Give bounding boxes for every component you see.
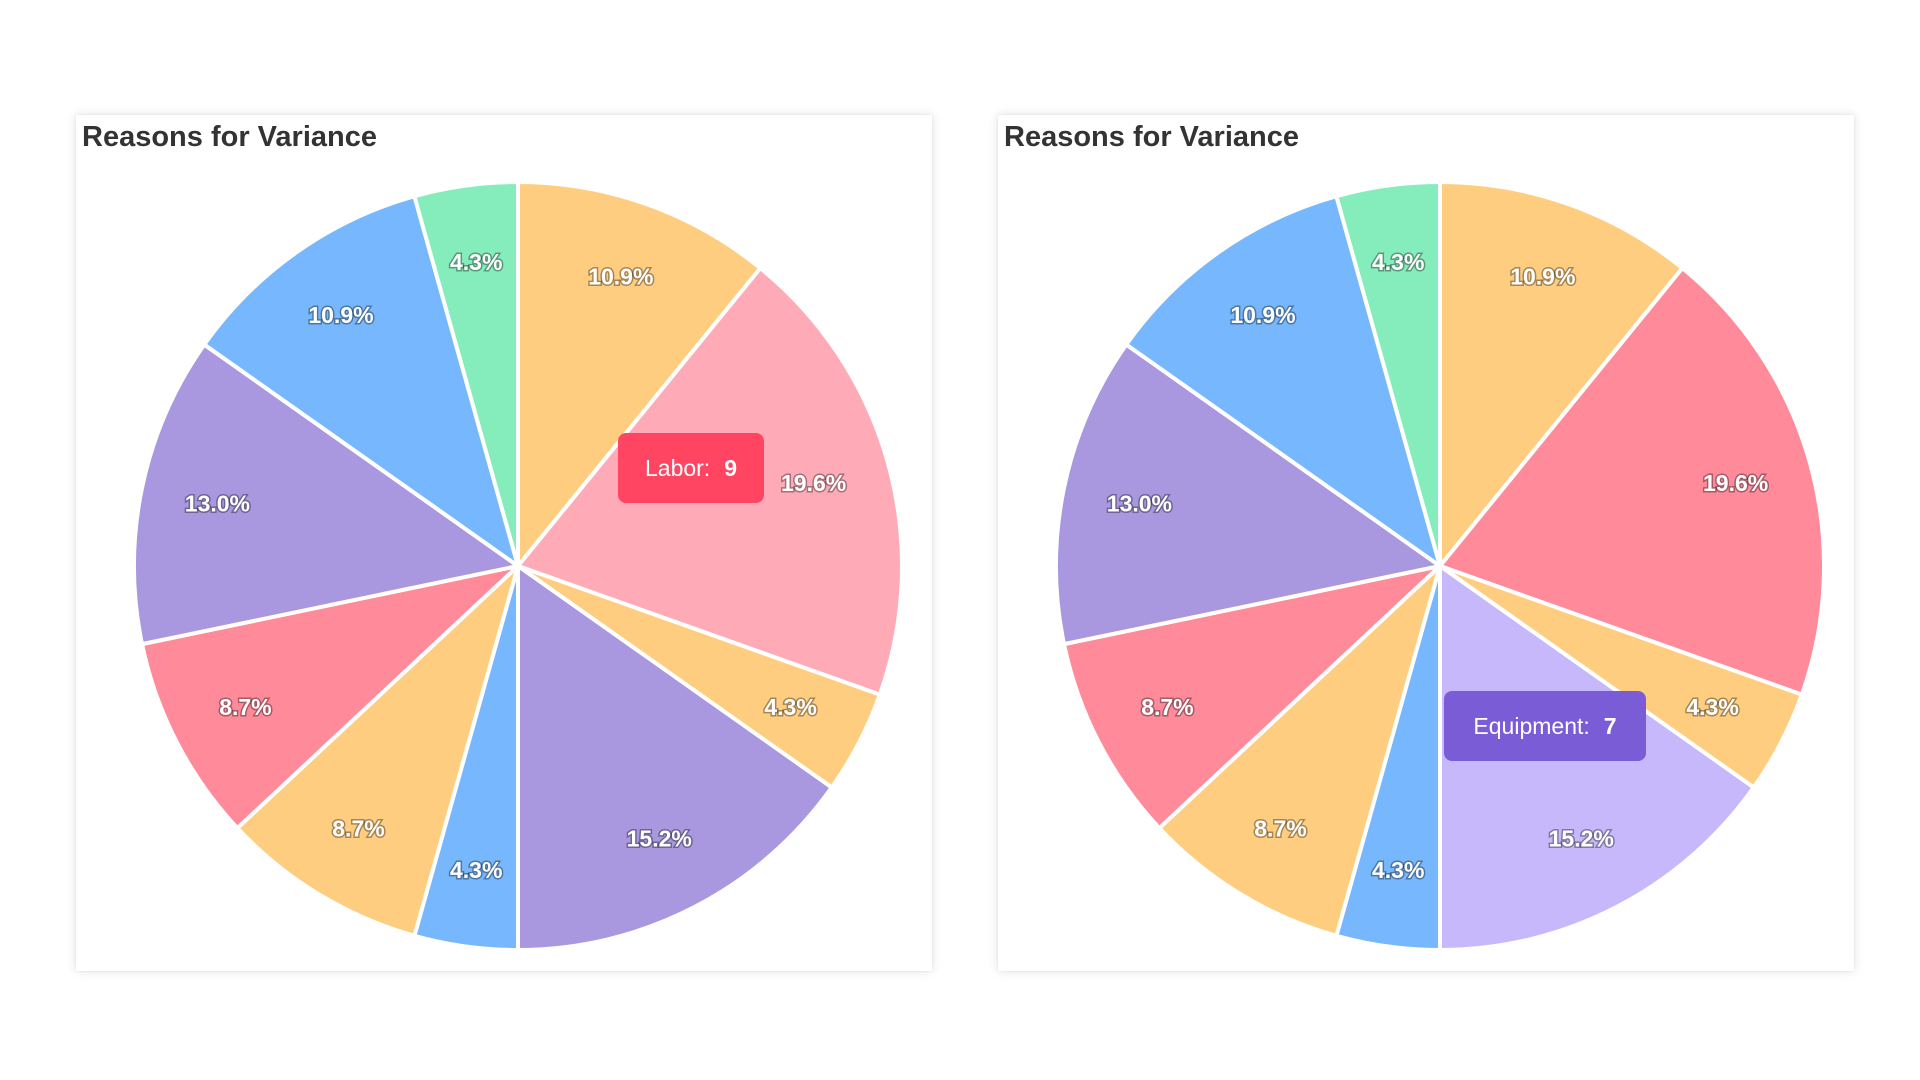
slice-percent-label: 4.3% [450,249,502,275]
slice-percent-label: 10.9% [588,264,653,290]
pie-slice[interactable] [1438,180,1685,568]
slice-percent-label: 10.9% [1230,302,1295,328]
slice-percent-label: 8.7% [332,815,384,841]
pie-slice[interactable] [1438,266,1826,697]
pie-slice[interactable] [235,564,520,938]
tooltip-value: 7 [1603,712,1617,739]
slice-percent-label: 8.7% [219,694,271,720]
slice-percent-label: 8.7% [1254,815,1306,841]
slice-percent-label: 4.3% [1372,249,1424,275]
pie-slice[interactable] [1054,342,1442,647]
pie-slice[interactable] [1157,564,1442,938]
pie-slice[interactable] [1062,564,1442,831]
slice-percent-label: 4.3% [450,857,502,883]
pie-slice[interactable] [140,564,520,831]
slice-percent-label: 13.0% [185,491,250,517]
chart-title: Reasons for Variance [82,121,377,153]
pie-slice[interactable] [1334,180,1442,568]
slice-percent-label: 4.3% [1686,694,1738,720]
tooltip-value: 9 [724,454,737,481]
chart-title: Reasons for Variance [1004,121,1299,153]
slice-percent-label: 19.6% [1703,470,1768,496]
pie-slice[interactable] [412,180,520,568]
slice-tooltip: Equipment: 7 [1444,691,1646,761]
slice-percent-label: 10.9% [308,302,373,328]
slice-percent-label: 10.9% [1510,264,1575,290]
pie-slice[interactable] [516,180,763,568]
pie-chart-card-right: Reasons for Variance 10.9% 19.6% 4.3% 15.2%… [998,115,1854,971]
slice-percent-label: 15.2% [627,826,692,852]
pie-chart-card-left: Reasons for Variance 10.9% 19.6% 4.3% 15.2%… [76,115,932,971]
slice-percent-label: 13.0% [1107,491,1172,517]
slice-percent-label: 8.7% [1141,694,1193,720]
slice-tooltip: Labor: 9 [618,433,764,503]
slice-percent-label: 4.3% [764,694,816,720]
slice-percent-label: 4.3% [1372,857,1424,883]
pie-slice[interactable] [132,342,520,647]
pie-chart-left: 10.9% 19.6% 4.3% 15.2% 4.3% 8.7% 8.7% 13.0% 10.9… [132,180,904,952]
pie-chart-right: 10.9% 19.6% 4.3% 15.2% 4.3% 8.7% 8.7% 13.0% 10.9… [1054,180,1826,952]
tooltip-label: Labor: [644,454,711,481]
slice-percent-label: 15.2% [1549,826,1614,852]
tooltip-label: Equipment: [1473,712,1590,739]
slice-percent-label: 19.6% [781,470,846,496]
pie-slice[interactable] [516,564,834,952]
